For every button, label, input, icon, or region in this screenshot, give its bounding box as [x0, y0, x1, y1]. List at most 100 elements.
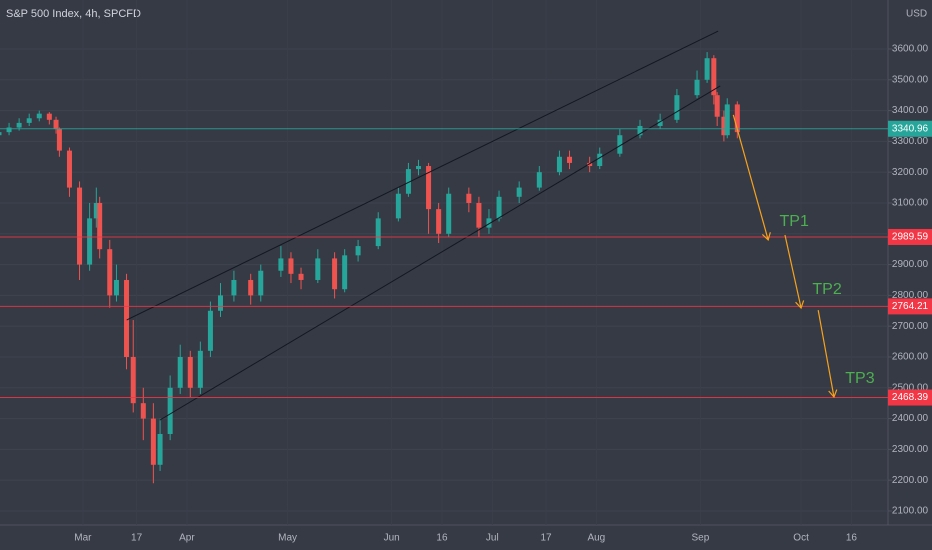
- arrow-head: [828, 389, 838, 399]
- price-label: 3340.96: [892, 123, 929, 134]
- price-label: 2764.21: [892, 301, 929, 312]
- target-label: TP2: [812, 281, 841, 298]
- price-label: 2989.59: [892, 232, 929, 243]
- candle-body: [714, 95, 720, 117]
- target-label: TP3: [845, 370, 874, 387]
- trend-line: [159, 85, 721, 421]
- candle-body: [704, 58, 710, 80]
- candle-body: [197, 350, 203, 388]
- candle-body: [46, 113, 52, 120]
- y-tick-label: 3600.00: [892, 44, 929, 55]
- chart-title: S&P 500 Index, 4h, SPCFD: [6, 8, 141, 20]
- trend-line: [126, 30, 719, 321]
- y-tick-label: 2400.00: [892, 413, 929, 424]
- price-label: 2468.39: [892, 392, 929, 403]
- x-tick-label: Apr: [179, 533, 195, 544]
- candle-body: [415, 166, 421, 170]
- y-tick-label: 2200.00: [892, 475, 929, 486]
- candle-body: [217, 295, 223, 311]
- candle-body: [298, 273, 304, 280]
- candle-body: [332, 258, 338, 290]
- candle-body: [486, 218, 492, 228]
- target-arrow: [817, 310, 835, 398]
- candle-body: [536, 172, 542, 188]
- x-tick-label: Jul: [486, 533, 499, 544]
- candle-body: [476, 202, 482, 228]
- x-tick-label: 17: [540, 533, 552, 544]
- candle-body: [177, 356, 183, 388]
- y-tick-label: 2500.00: [892, 382, 929, 393]
- candle-body: [36, 113, 42, 119]
- candle-body: [26, 118, 32, 123]
- candle-body: [516, 187, 522, 197]
- y-tick-label: 2300.00: [892, 444, 929, 455]
- candle-body: [53, 119, 59, 130]
- candle-body: [597, 153, 603, 167]
- candle-body: [248, 279, 254, 296]
- x-tick-label: 17: [131, 533, 143, 544]
- candle-body: [107, 249, 113, 296]
- candle-body: [16, 122, 22, 128]
- y-tick-label: 3300.00: [892, 136, 929, 147]
- candle-body: [140, 403, 146, 419]
- candle-body: [724, 104, 730, 136]
- candle-body: [187, 356, 193, 388]
- candle-body: [87, 218, 93, 265]
- x-tick-label: 16: [436, 533, 448, 544]
- candle-body: [567, 156, 573, 163]
- candle-body: [426, 166, 432, 210]
- candle-body: [97, 202, 103, 250]
- x-tick-label: Aug: [587, 533, 605, 544]
- candle-body: [258, 270, 264, 296]
- x-tick-label: Oct: [793, 533, 809, 544]
- candle-body: [395, 193, 401, 219]
- y-tick-label: 2600.00: [892, 352, 929, 363]
- candle-body: [113, 279, 119, 296]
- candle-body: [130, 356, 136, 404]
- candle-body: [56, 129, 62, 151]
- candle-body: [446, 193, 452, 234]
- price-label-box: [888, 228, 932, 245]
- candle-body: [617, 135, 623, 154]
- candle-body: [315, 258, 321, 280]
- candle-body: [466, 193, 472, 203]
- y-tick-label: 2100.00: [892, 506, 929, 517]
- y-tick-label: 3100.00: [892, 198, 929, 209]
- candle-body: [405, 169, 411, 194]
- y-tick-label: 3400.00: [892, 105, 929, 116]
- y-tick-label: 2700.00: [892, 321, 929, 332]
- price-label-box: [888, 120, 932, 137]
- candle-body: [124, 279, 130, 357]
- x-tick-label: Sep: [692, 533, 710, 544]
- price-label-box: [888, 389, 932, 406]
- candle-body: [77, 187, 83, 265]
- candle-body: [496, 196, 502, 219]
- y-tick-label: 2800.00: [892, 290, 929, 301]
- target-arrow: [784, 234, 802, 309]
- y-tick-label: 3500.00: [892, 74, 929, 85]
- candle-body: [167, 387, 173, 434]
- candle-body: [711, 58, 717, 96]
- candle-body: [157, 433, 163, 465]
- candle-body: [231, 279, 237, 296]
- candle-body: [721, 116, 727, 136]
- candle-body: [0, 132, 2, 136]
- candle-body: [150, 418, 156, 465]
- candle-body: [734, 104, 740, 133]
- x-tick-label: Jun: [384, 533, 400, 544]
- candle-body: [375, 218, 381, 247]
- candle-body: [288, 258, 294, 274]
- candle-body: [207, 310, 213, 351]
- x-tick-label: 16: [846, 533, 858, 544]
- y-tick-label: 2900.00: [892, 259, 929, 270]
- candle-body: [657, 119, 663, 126]
- candle-body: [556, 156, 562, 173]
- candle-body: [355, 246, 361, 256]
- arrow-head: [761, 232, 771, 242]
- x-tick-label: May: [278, 533, 297, 544]
- candle-body: [278, 258, 284, 271]
- price-label-box: [888, 298, 932, 315]
- target-label: TP1: [780, 213, 809, 230]
